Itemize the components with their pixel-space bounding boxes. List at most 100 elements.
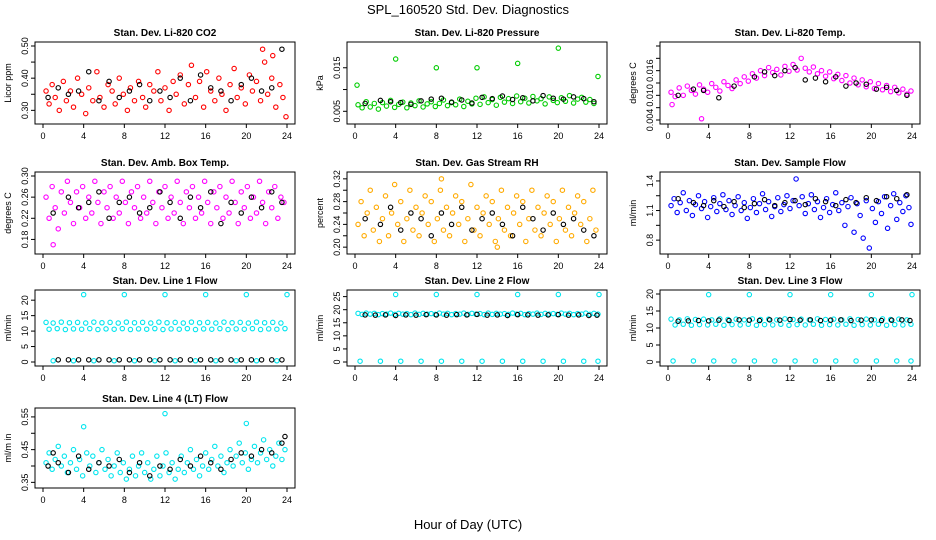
y-tick-label: 0.016 — [645, 59, 655, 82]
data-point — [883, 84, 890, 91]
series-2 — [675, 316, 913, 324]
data-point — [242, 101, 249, 107]
data-point — [103, 326, 109, 332]
data-point — [228, 199, 234, 206]
data-point — [893, 216, 900, 223]
y-tick-label: 0 — [332, 359, 342, 364]
data-point — [541, 210, 547, 216]
x-tick-label: 4 — [81, 495, 86, 505]
data-point — [822, 316, 829, 323]
data-point — [416, 233, 422, 239]
data-point — [845, 203, 851, 210]
data-point — [253, 210, 260, 216]
data-point — [853, 358, 859, 364]
x-tick-label: 0 — [352, 261, 357, 271]
panel-2: Stan. Dev. Li-820 Pressure 0 4 8 12 16 20 24 0.0… — [315, 28, 608, 141]
data-point — [219, 91, 225, 98]
data-point — [688, 322, 695, 329]
data-point — [555, 311, 562, 318]
data-point — [116, 75, 123, 81]
figure-title: SPL_160520 Std. Dev. Diagnostics — [366, 2, 570, 17]
data-point — [798, 55, 804, 62]
y-tick-label: 5 — [20, 344, 30, 349]
data-point — [171, 210, 177, 216]
data-point — [166, 469, 172, 476]
data-point — [420, 104, 426, 110]
data-point — [762, 206, 769, 213]
data-point — [163, 450, 169, 456]
data-point — [167, 199, 173, 206]
y-axis-label: ml/min — [628, 315, 638, 342]
data-point — [761, 321, 768, 328]
data-point — [695, 317, 702, 324]
data-point — [432, 103, 439, 110]
data-point — [473, 95, 479, 101]
data-point — [86, 68, 92, 75]
data-point — [262, 220, 269, 227]
series-1 — [43, 410, 288, 482]
data-point — [254, 459, 261, 466]
data-point — [906, 204, 912, 211]
x-tick-label: 24 — [594, 261, 604, 271]
data-point — [908, 358, 914, 364]
series-1 — [43, 46, 289, 120]
data-point — [54, 325, 60, 332]
x-tick-label: 16 — [513, 261, 523, 271]
data-point — [67, 199, 74, 206]
data-point — [717, 200, 723, 207]
data-point — [121, 291, 128, 298]
data-point — [168, 194, 174, 200]
data-point — [147, 473, 153, 479]
data-point — [397, 99, 404, 106]
y-tick-label: 5 — [332, 346, 342, 351]
data-point — [119, 178, 126, 185]
data-point — [193, 456, 200, 463]
data-point — [208, 220, 214, 227]
data-point — [383, 103, 390, 109]
panel-9: Stan. Dev. Line 3 Flow 0 4 8 12 16 20 24 0 5 10 15 2… — [628, 276, 921, 383]
y-tick-label: 20 — [20, 295, 30, 305]
x-tick-label: 4 — [393, 373, 398, 383]
data-point — [737, 322, 743, 328]
data-point — [873, 197, 880, 204]
x-tick-label: 4 — [706, 131, 711, 141]
data-point — [436, 100, 443, 107]
data-point — [713, 321, 719, 328]
data-point — [684, 83, 691, 89]
data-point — [768, 213, 775, 220]
data-point — [147, 81, 153, 88]
data-point — [799, 193, 805, 200]
data-point — [78, 326, 85, 332]
data-point — [49, 466, 55, 473]
data-point — [593, 227, 599, 233]
x-tick-label: 4 — [706, 373, 711, 383]
x-tick-label: 8 — [122, 373, 127, 383]
data-point — [187, 97, 194, 104]
data-point — [224, 459, 230, 466]
data-point — [55, 357, 61, 363]
data-point — [140, 194, 147, 200]
data-point — [253, 358, 260, 364]
data-point — [202, 450, 209, 456]
data-point — [787, 205, 793, 212]
data-point — [731, 198, 737, 205]
x-tick-label: 0 — [665, 131, 670, 141]
panel-title: Stan. Dev. Line 2 Flow — [425, 276, 530, 287]
data-point — [787, 291, 793, 298]
data-point — [259, 46, 266, 52]
data-point — [591, 233, 597, 239]
data-point — [125, 220, 132, 227]
x-tick-label: 0 — [352, 131, 357, 141]
x-tick-label: 0 — [40, 261, 45, 271]
data-point — [851, 229, 857, 235]
data-point — [377, 97, 384, 104]
series-2 — [55, 357, 285, 363]
data-point — [249, 325, 256, 332]
data-point — [82, 320, 89, 326]
data-point — [434, 215, 441, 222]
data-point — [480, 210, 486, 216]
data-point — [45, 94, 51, 101]
series-2 — [675, 64, 910, 101]
data-point — [545, 312, 551, 318]
panel-1: Stan. Dev. Li-820 CO2 0 4 8 12 16 20 24 0.30 0.40… — [3, 28, 296, 141]
